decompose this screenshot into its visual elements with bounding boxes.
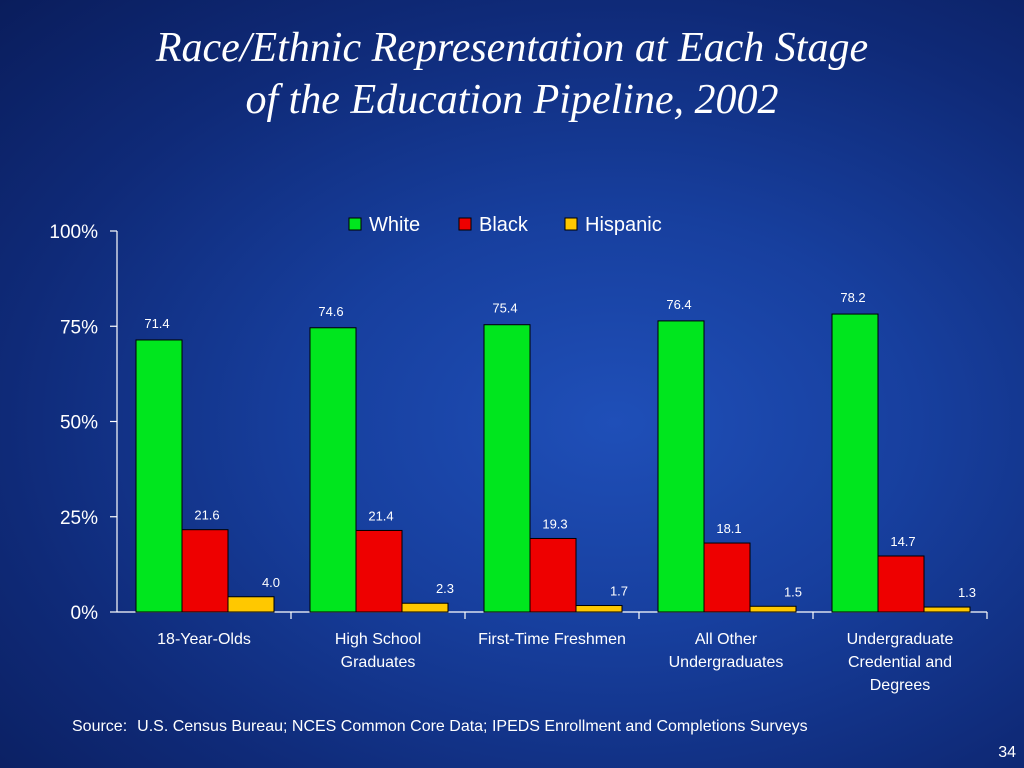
- legend-label-hispanic: Hispanic: [585, 214, 662, 236]
- bar-black: [355, 529, 403, 613]
- bar-hispanic: [575, 605, 623, 613]
- x-tick-label: Undergraduate: [847, 631, 954, 648]
- legend-label-black: Black: [479, 214, 529, 236]
- bar-black: [703, 542, 751, 613]
- legend-label-white: White: [369, 214, 420, 236]
- data-label: 14.7: [890, 534, 915, 549]
- x-tick-label: High School: [335, 631, 421, 648]
- data-label: 1.5: [784, 584, 802, 599]
- data-label: 21.6: [194, 508, 219, 523]
- bar-hispanic: [227, 596, 275, 613]
- bar-white: [657, 320, 705, 613]
- legend-swatch-hispanic: [564, 217, 578, 231]
- x-tick-label: Credential and: [848, 654, 952, 671]
- source-text: U.S. Census Bureau; NCES Common Core Dat…: [137, 718, 808, 735]
- bar-white: [135, 339, 183, 613]
- bar-hispanic: [749, 605, 797, 613]
- data-label: 76.4: [666, 297, 691, 312]
- title-line-1: Race/Ethnic Representation at Each Stage: [155, 25, 869, 71]
- x-tick-label: Undergraduates: [669, 654, 784, 671]
- y-tick-label: 50%: [60, 413, 98, 434]
- x-tick-label: 18-Year-Olds: [157, 631, 251, 648]
- y-tick-label: 75%: [60, 317, 98, 338]
- data-label: 18.1: [716, 521, 741, 536]
- data-label: 78.2: [840, 290, 865, 305]
- source-label: Source:: [72, 718, 128, 735]
- title-line-2: of the Education Pipeline, 2002: [245, 77, 779, 123]
- bar-black: [529, 537, 577, 613]
- data-label: 19.3: [542, 516, 567, 531]
- bar-black: [877, 555, 925, 613]
- data-label: 74.6: [318, 304, 343, 319]
- data-label: 4.0: [262, 575, 280, 590]
- legend-swatch-black: [458, 217, 472, 231]
- source-note: Source: U.S. Census Bureau; NCES Common C…: [72, 718, 808, 736]
- x-tick-label: Graduates: [341, 654, 416, 671]
- data-label: 21.4: [368, 508, 393, 523]
- data-label: 2.3: [436, 581, 454, 596]
- x-tick-label: First-Time Freshmen: [478, 631, 626, 648]
- data-label: 71.4: [144, 316, 169, 331]
- y-tick-label: 100%: [49, 222, 98, 243]
- bar-white: [831, 313, 879, 613]
- data-label: 75.4: [492, 301, 517, 316]
- x-tick-label: All Other: [695, 631, 758, 648]
- bar-white: [483, 324, 531, 613]
- y-tick-label: 25%: [60, 508, 98, 529]
- data-label: 1.7: [610, 584, 628, 599]
- bar-black: [181, 529, 229, 613]
- legend-swatch-white: [348, 217, 362, 231]
- slide-title: Race/Ethnic Representation at Each Stage…: [0, 22, 1024, 126]
- bar-hispanic: [401, 602, 449, 613]
- x-tick-label: Degrees: [870, 677, 930, 694]
- bar-hispanic: [923, 606, 971, 613]
- page-number: 34: [998, 744, 1016, 761]
- y-tick-label: 0%: [71, 603, 99, 624]
- data-label: 1.3: [958, 585, 976, 600]
- bar-white: [309, 327, 357, 613]
